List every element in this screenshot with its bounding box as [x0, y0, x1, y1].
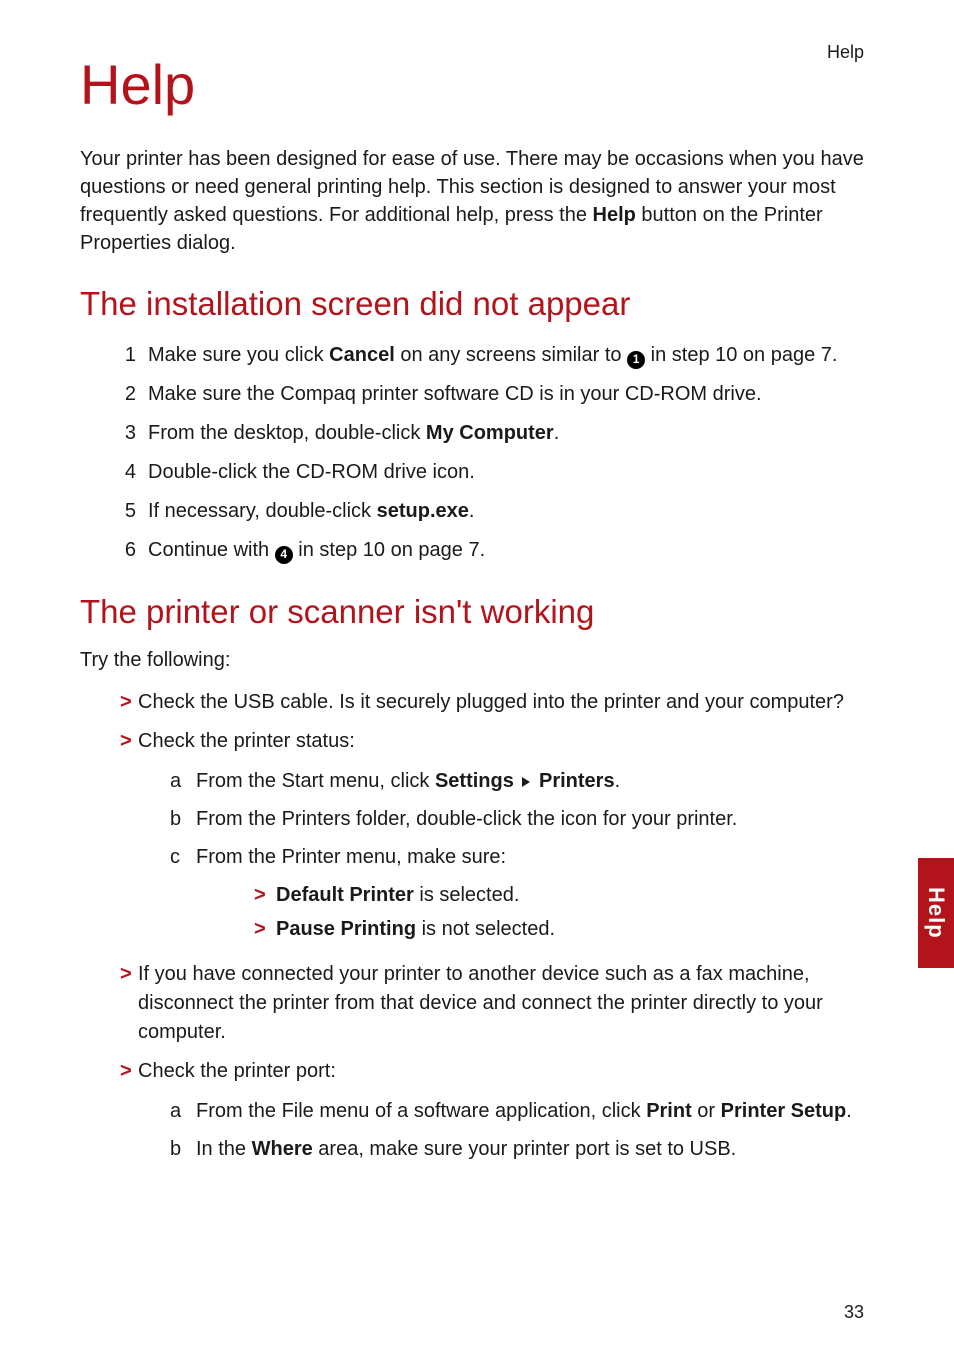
item-text: Make sure you click Cancel on any screen… — [148, 341, 864, 370]
intro-bold: Help — [593, 204, 636, 226]
list-item: If you have connected your printer to an… — [120, 960, 864, 1047]
item-text: From the File menu of a software applica… — [196, 1096, 864, 1126]
list-item: Check the printer port: a From the File … — [120, 1057, 864, 1164]
item-letter: a — [170, 766, 196, 796]
item-text: From the desktop, double-click My Comput… — [148, 419, 864, 448]
item-number: 6 — [120, 536, 148, 565]
side-tab-label: Help — [923, 887, 949, 939]
side-tab: Help — [918, 858, 954, 968]
sub-list: a From the File menu of a software appli… — [170, 1096, 864, 1164]
item-text: Continue with 4 in step 10 on page 7. — [148, 536, 864, 565]
list-item: b In the Where area, make sure your prin… — [170, 1134, 864, 1164]
list-item: Pause Printing is not selected. — [254, 914, 864, 944]
item-number: 5 — [120, 497, 148, 526]
item-text: From the Printer menu, make sure: Defaul… — [196, 842, 864, 950]
item-number: 2 — [120, 380, 148, 409]
list-item: 3 From the desktop, double-click My Comp… — [120, 419, 864, 448]
item-letter: b — [170, 804, 196, 834]
list-item: 4 Double-click the CD-ROM drive icon. — [120, 458, 864, 487]
page: Help Help Your printer has been designed… — [0, 0, 954, 1365]
section1-list: 1 Make sure you click Cancel on any scre… — [120, 341, 864, 565]
running-header: Help — [827, 42, 864, 63]
circled-number-icon: 4 — [275, 546, 293, 564]
item-letter: a — [170, 1096, 196, 1126]
item-number: 4 — [120, 458, 148, 487]
item-number: 1 — [120, 341, 148, 370]
list-item: 2 Make sure the Compaq printer software … — [120, 380, 864, 409]
page-title: Help — [80, 52, 864, 117]
list-item: Default Printer is selected. — [254, 880, 864, 910]
list-item: a From the File menu of a software appli… — [170, 1096, 864, 1126]
list-item: Check the USB cable. Is it securely plug… — [120, 688, 864, 717]
list-item: Check the printer status: a From the Sta… — [120, 727, 864, 950]
section2-heading: The printer or scanner isn't working — [80, 593, 864, 631]
list-item: 6 Continue with 4 in step 10 on page 7. — [120, 536, 864, 565]
list-item: a From the Start menu, click Settings Pr… — [170, 766, 864, 796]
intro-paragraph: Your printer has been designed for ease … — [80, 145, 864, 257]
item-text: Make sure the Compaq printer software CD… — [148, 380, 864, 409]
item-number: 3 — [120, 419, 148, 448]
item-text: From the Start menu, click Settings Prin… — [196, 766, 864, 796]
list-item: 5 If necessary, double-click setup.exe. — [120, 497, 864, 526]
list-item: 1 Make sure you click Cancel on any scre… — [120, 341, 864, 370]
try-label: Try the following: — [80, 649, 864, 672]
item-text: If necessary, double-click setup.exe. — [148, 497, 864, 526]
sub-list: a From the Start menu, click Settings Pr… — [170, 766, 864, 950]
circled-number-icon: 1 — [627, 351, 645, 369]
section1-heading: The installation screen did not appear — [80, 285, 864, 323]
item-letter: b — [170, 1134, 196, 1164]
page-number: 33 — [844, 1302, 864, 1323]
list-item: c From the Printer menu, make sure: Defa… — [170, 842, 864, 950]
item-text: Double-click the CD-ROM drive icon. — [148, 458, 864, 487]
item-letter: c — [170, 842, 196, 950]
inner-list: Default Printer is selected. Pause Print… — [254, 880, 864, 944]
triangle-right-icon — [522, 777, 530, 787]
item-text: In the Where area, make sure your printe… — [196, 1134, 864, 1164]
item-text: From the Printers folder, double-click t… — [196, 804, 864, 834]
section2-list: Check the USB cable. Is it securely plug… — [120, 688, 864, 1164]
list-item: b From the Printers folder, double-click… — [170, 804, 864, 834]
